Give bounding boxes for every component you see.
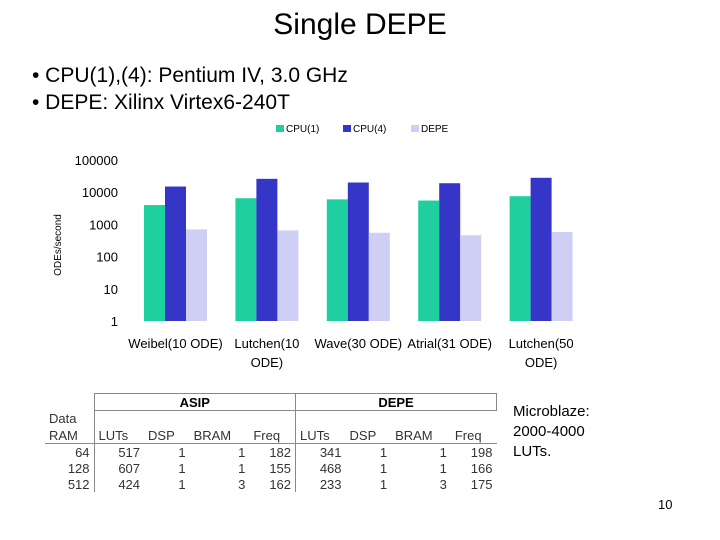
x-tick-label: Weibel(10 ODE) xyxy=(128,336,222,351)
x-tick-label: Atrial(31 ODE) xyxy=(407,336,492,351)
table-cell: 517 xyxy=(118,444,141,460)
table-cell: 607 xyxy=(118,460,141,476)
bullet-list: • CPU(1),(4): Pentium IV, 3.0 GHz • DEPE… xyxy=(32,62,348,116)
bullet-depe: • DEPE: Xilinx Virtex6-240T xyxy=(32,91,290,114)
table-cell: 166 xyxy=(470,460,493,476)
legend-label: DEPE xyxy=(421,124,449,135)
legend-label: CPU(4) xyxy=(353,124,386,135)
y-tick-label: 1000 xyxy=(89,217,118,232)
col-header: Freq xyxy=(450,427,497,444)
table-row: 128 607 1 1 155 468 1 1 166 xyxy=(45,460,497,476)
microblaze-note: Microblaze: 2000-4000 LUTs. xyxy=(513,402,590,462)
table-row: 64 517 1 1 182 341 1 1 198 xyxy=(45,443,497,460)
y-tick-label: 10000 xyxy=(82,185,118,200)
table-cell: 1 xyxy=(379,476,388,492)
data-header: Data xyxy=(49,411,77,427)
resource-table: ASIP DEPE Data RAM LUTs DSP BRAM Freq LU… xyxy=(45,393,497,492)
col-header: DSP xyxy=(144,427,190,444)
y-tick-label: 100000 xyxy=(75,153,118,168)
table-cell: 1 xyxy=(238,444,246,460)
table-cell: 468 xyxy=(319,460,342,476)
x-tick-label: Lutchen(50 xyxy=(509,336,574,351)
x-tick-label: Wave(30 ODE) xyxy=(314,336,402,351)
group-depe: DEPE xyxy=(295,393,497,411)
table-cell: 198 xyxy=(470,444,493,460)
col-header: LUTs xyxy=(295,427,346,444)
y-tick-label: 100 xyxy=(96,250,118,265)
table-corner xyxy=(45,394,94,411)
page-number: 10 xyxy=(658,497,673,512)
table-cell: 162 xyxy=(249,476,297,492)
table-cell: 128 xyxy=(45,460,95,476)
bar-cpu-1- xyxy=(144,205,165,321)
x-tick-label: Lutchen(10 xyxy=(234,336,299,351)
col-header: LUTs xyxy=(94,427,145,444)
bar-depe xyxy=(460,235,482,321)
bar-cpu-1- xyxy=(509,196,531,321)
resource-table-container: ASIP DEPE Data RAM LUTs DSP BRAM Freq LU… xyxy=(45,393,497,492)
table-cell: 182 xyxy=(249,443,297,460)
table-row: 512 424 1 3 162 233 1 3 175 xyxy=(45,476,497,492)
bar-cpu-4- xyxy=(530,177,552,321)
note-line: LUTs. xyxy=(513,443,552,460)
table-cell: 1 xyxy=(379,460,388,476)
bar-cpu-4- xyxy=(439,183,461,321)
table-cell: 424 xyxy=(118,476,141,492)
table-cell: 1 xyxy=(178,476,186,492)
group-asip: ASIP xyxy=(93,393,297,411)
y-tick-label: 10 xyxy=(104,282,118,297)
table-cell: 155 xyxy=(249,460,297,476)
slide-title: Single DEPE xyxy=(273,8,447,41)
bar-cpu-1- xyxy=(326,199,348,321)
bar-cpu-4- xyxy=(347,182,369,321)
table-cell: 233 xyxy=(319,476,342,492)
ram-header: RAM xyxy=(45,427,95,444)
bar-cpu-1- xyxy=(418,200,440,321)
table-cell: 64 xyxy=(45,443,95,460)
bar-depe xyxy=(551,232,573,321)
note-line: Microblaze: xyxy=(513,403,590,420)
table-cell: 1 xyxy=(178,460,186,476)
x-tick-label: ODE) xyxy=(251,355,284,370)
table-cell: 1 xyxy=(379,444,388,460)
legend-swatch xyxy=(411,125,419,132)
table-cell: 512 xyxy=(45,476,95,492)
note-line: 2000-4000 xyxy=(513,423,585,440)
y-tick-label: 1 xyxy=(111,314,118,329)
table-cell: 1 xyxy=(439,444,447,460)
table-cell: 1 xyxy=(178,444,186,460)
legend-swatch xyxy=(276,125,284,132)
bar-depe xyxy=(186,229,207,321)
col-header: DSP xyxy=(345,427,392,444)
table-cell: 175 xyxy=(470,476,493,492)
table-cell: 3 xyxy=(439,476,447,492)
bar-depe xyxy=(277,230,299,321)
legend-label: CPU(1) xyxy=(286,124,319,135)
bar-depe xyxy=(368,232,390,321)
bullet-cpu: • CPU(1),(4): Pentium IV, 3.0 GHz xyxy=(32,64,348,87)
x-tick-label: ODE) xyxy=(525,355,558,370)
bar-cpu-4- xyxy=(256,178,278,321)
table-cell: 3 xyxy=(238,476,246,492)
col-header: BRAM xyxy=(189,427,250,444)
col-header: Freq xyxy=(249,427,297,444)
bar-cpu-4- xyxy=(165,186,186,321)
table-cell: 1 xyxy=(439,460,447,476)
table-cell: 1 xyxy=(238,460,246,476)
legend-swatch xyxy=(343,125,351,132)
table-cell: 341 xyxy=(319,444,342,460)
col-header: BRAM xyxy=(391,427,451,444)
bar-cpu-1- xyxy=(235,198,257,321)
y-axis-label: ODEs/second xyxy=(53,214,64,276)
